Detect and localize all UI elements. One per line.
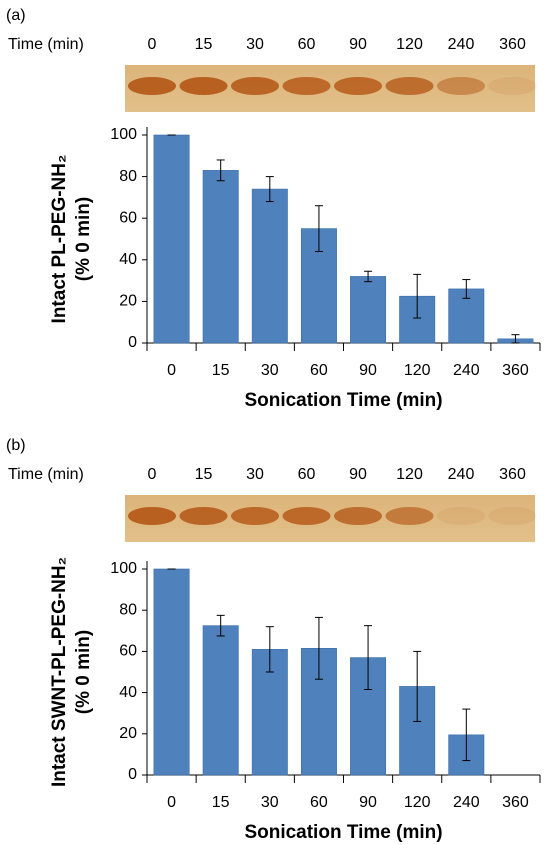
y-axis-title: Intact SWNT-PL-PEG-NH₂ xyxy=(49,557,70,787)
lane-label: 60 xyxy=(298,466,316,483)
y-tick-label: 60 xyxy=(119,643,137,660)
lane-label: 240 xyxy=(448,466,475,483)
lane-label: 240 xyxy=(448,36,475,53)
lane-label: 90 xyxy=(349,466,367,483)
x-tick-label: 90 xyxy=(359,362,377,379)
gel-band xyxy=(231,507,279,525)
error-bar xyxy=(216,159,225,182)
y-tick-label: 20 xyxy=(119,293,137,310)
lane-label: 30 xyxy=(246,36,264,53)
y-tick-label: 100 xyxy=(110,560,137,577)
y-tick-label: 40 xyxy=(119,251,137,268)
x-tick-label: 30 xyxy=(261,362,279,379)
x-tick-label: 0 xyxy=(167,794,176,811)
x-tick-label: 90 xyxy=(359,794,377,811)
y-axis-title: (% 0 min) xyxy=(73,630,94,714)
bar xyxy=(350,276,387,344)
error-bar xyxy=(364,625,373,691)
bar xyxy=(153,134,190,344)
gel-band xyxy=(437,507,485,525)
lane-label: 120 xyxy=(396,466,423,483)
lane-label: 0 xyxy=(148,36,157,53)
error-bar xyxy=(462,279,471,299)
panel-label: (a) xyxy=(6,7,26,24)
bar xyxy=(202,170,239,344)
x-tick-label: 0 xyxy=(167,362,176,379)
gel-band xyxy=(128,77,176,95)
gel-band xyxy=(282,507,331,525)
x-tick-label: 120 xyxy=(404,362,431,379)
gel-band xyxy=(334,77,382,95)
lane-label: 360 xyxy=(499,36,526,53)
error-bar xyxy=(314,205,323,252)
gel-band xyxy=(488,77,537,95)
gel-band xyxy=(385,507,434,525)
x-tick-label: 360 xyxy=(502,362,529,379)
lane-label: 15 xyxy=(195,36,213,53)
y-tick-label: 20 xyxy=(119,725,137,742)
gel-band xyxy=(282,77,331,95)
lane-label: 0 xyxy=(148,466,157,483)
lane-label: 120 xyxy=(396,36,423,53)
x-axis-title: Sonication Time (min) xyxy=(244,822,442,843)
error-bar xyxy=(511,334,520,344)
gel-band xyxy=(179,507,228,525)
gel-band xyxy=(385,77,434,95)
y-tick-label: 60 xyxy=(119,209,137,226)
x-tick-label: 60 xyxy=(310,362,328,379)
x-tick-label: 15 xyxy=(212,362,230,379)
error-bar xyxy=(216,614,225,637)
lane-label: 30 xyxy=(246,466,264,483)
y-tick-label: 80 xyxy=(119,601,137,618)
y-axis-title: (% 0 min) xyxy=(73,197,94,281)
x-tick-label: 60 xyxy=(310,794,328,811)
gel-band xyxy=(437,77,485,95)
lane-title: Time (min) xyxy=(8,36,84,53)
y-tick-label: 40 xyxy=(119,684,137,701)
error-bar xyxy=(413,650,422,722)
error-bar xyxy=(413,273,422,319)
lane-label: 360 xyxy=(499,466,526,483)
lane-label: 90 xyxy=(349,36,367,53)
bar xyxy=(251,188,288,344)
y-axis-title: Intact PL-PEG-NH₂ xyxy=(49,155,70,324)
gel-band xyxy=(334,507,382,525)
gel-band xyxy=(179,77,228,95)
lane-label: 15 xyxy=(195,466,213,483)
error-bar xyxy=(364,270,373,283)
lane-title: Time (min) xyxy=(8,466,84,483)
gel-band xyxy=(231,77,279,95)
bar xyxy=(202,625,239,776)
gel-band xyxy=(488,507,537,525)
x-tick-label: 360 xyxy=(502,794,529,811)
x-tick-label: 15 xyxy=(212,794,230,811)
x-tick-label: 240 xyxy=(453,362,480,379)
x-tick-label: 30 xyxy=(261,794,279,811)
error-bar xyxy=(265,176,274,203)
error-bar xyxy=(314,616,323,680)
y-tick-label: 0 xyxy=(128,334,137,351)
x-tick-label: 240 xyxy=(453,794,480,811)
bar xyxy=(153,568,190,776)
error-bar xyxy=(265,626,274,673)
x-axis-title: Sonication Time (min) xyxy=(244,390,442,411)
y-tick-label: 100 xyxy=(110,126,137,143)
panel-label: (b) xyxy=(6,437,26,454)
y-tick-label: 0 xyxy=(128,766,137,783)
y-tick-label: 80 xyxy=(119,168,137,185)
lane-label: 60 xyxy=(298,36,316,53)
x-tick-label: 120 xyxy=(404,794,431,811)
error-bar xyxy=(462,708,471,762)
gel-band xyxy=(128,507,176,525)
